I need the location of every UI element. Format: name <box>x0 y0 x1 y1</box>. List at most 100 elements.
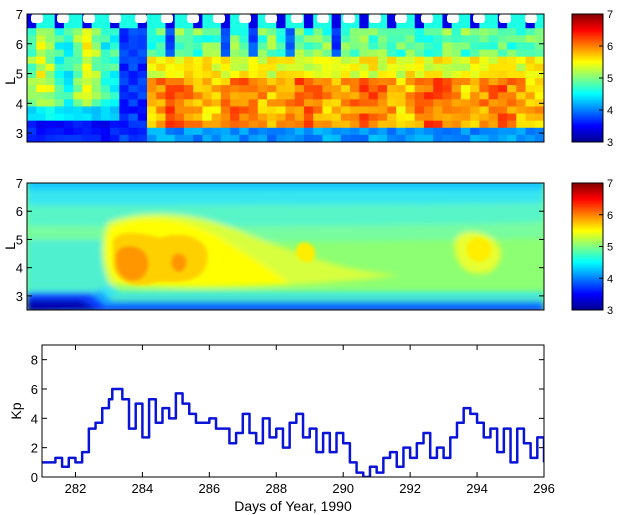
observed-heatmap-cell <box>460 56 471 65</box>
observed-heatmap-cell <box>359 120 370 129</box>
kp-x-tick-label: 294 <box>466 481 488 496</box>
observed-heatmap-cell <box>470 28 480 36</box>
observed-heatmap-cell <box>516 120 527 129</box>
observed-heatmap-cell <box>442 113 453 122</box>
observed-heatmap-cell <box>119 35 130 44</box>
observed-heatmap-cell <box>451 35 462 44</box>
observed-heatmap-cell <box>100 35 111 44</box>
observed-heatmap-cell <box>73 78 83 86</box>
observed-heatmap-cell <box>285 14 296 22</box>
observed-heatmap-cell <box>147 70 157 79</box>
model-colorbar-ticks: 3 4 5 6 7 <box>599 178 613 317</box>
observed-heatmap-cell <box>350 120 360 129</box>
observed-heatmap-cell <box>405 92 416 100</box>
observed-heatmap-cell <box>147 120 157 129</box>
observed-heatmap-cell <box>488 70 499 79</box>
observed-heatmap-cell <box>488 134 499 142</box>
observed-heatmap-cell <box>303 92 314 100</box>
observed-heatmap-cell <box>534 70 544 79</box>
observed-heatmap-cell <box>350 85 360 93</box>
observed-heatmap-cell <box>267 127 277 136</box>
model-band-upper2 <box>27 203 544 227</box>
observed-heatmap-cell <box>285 70 296 79</box>
observed-heatmap-cell <box>479 106 490 115</box>
observed-panel: 3 4 5 6 7 L 3 4 5 6 7 <box>2 7 613 149</box>
observed-heatmap-cell <box>377 78 388 86</box>
observed-heatmap-cell <box>488 28 499 36</box>
observed-heatmap-cell <box>27 28 37 36</box>
observed-heatmap-cell <box>220 63 231 72</box>
observed-heatmap-cell <box>433 99 444 108</box>
observed-heatmap-cell <box>497 49 508 58</box>
observed-heatmap-cell <box>73 134 83 142</box>
observed-heatmap-cell <box>82 35 93 44</box>
observed-heatmap-cell <box>27 120 37 129</box>
observed-heatmap-cell <box>183 120 194 129</box>
observed-heatmap-cell <box>100 21 111 29</box>
observed-heatmap-cell <box>359 21 370 29</box>
observed-heatmap-cell <box>147 14 157 22</box>
observed-heatmap-cell <box>239 70 250 79</box>
observed-heatmap-cell <box>313 42 324 51</box>
observed-heatmap-cell <box>303 42 314 51</box>
observed-heatmap-cell <box>248 14 259 22</box>
observed-heatmap-cell <box>460 35 471 44</box>
observed-heatmap-cell <box>331 49 342 58</box>
observed-colorbar-tick-label: 6 <box>607 41 613 53</box>
observed-heatmap-cell <box>405 120 416 129</box>
observed-heatmap-cell <box>137 113 148 122</box>
kp-x-tick-label: 290 <box>332 481 354 496</box>
observed-heatmap-cell <box>479 127 490 136</box>
observed-data-gap <box>109 14 121 23</box>
observed-heatmap-cell <box>220 14 231 22</box>
observed-heatmap-cell <box>497 113 508 122</box>
observed-heatmap-cell <box>137 134 148 142</box>
observed-heatmap-cell <box>147 56 157 65</box>
model-colorbar-tick-label: 5 <box>607 242 613 254</box>
observed-heatmap-cell <box>294 21 305 29</box>
observed-heatmap-cell <box>497 134 508 142</box>
observed-heatmap-cell <box>137 63 148 72</box>
observed-heatmap-cell <box>525 134 536 142</box>
observed-heatmap-cell <box>387 92 397 100</box>
observed-heatmap-cell <box>248 78 259 86</box>
observed-heatmap-cell <box>128 21 139 29</box>
observed-heatmap-cell <box>433 49 444 58</box>
observed-heatmap-cell <box>516 92 527 100</box>
observed-heatmap-cell <box>340 120 351 129</box>
observed-heatmap-cell <box>331 99 342 108</box>
observed-heatmap-cell <box>27 113 37 122</box>
observed-heatmap-cell <box>414 28 425 36</box>
observed-heatmap-cell <box>488 106 499 115</box>
observed-heatmap-cell <box>230 56 240 65</box>
observed-heatmap-cell <box>525 35 536 44</box>
observed-heatmap-cell <box>27 127 37 136</box>
observed-heatmap-cell <box>470 127 480 136</box>
observed-heatmap-cell <box>202 56 213 65</box>
observed-heatmap-cell <box>322 70 333 79</box>
observed-heatmap-cell <box>82 127 93 136</box>
observed-heatmap-cell <box>460 78 471 86</box>
observed-heatmap-cell <box>516 35 527 44</box>
observed-heatmap-cell <box>396 134 407 142</box>
observed-heatmap-cell <box>63 35 74 44</box>
observed-heatmap-cell <box>82 49 93 58</box>
observed-heatmap-cell <box>322 120 333 129</box>
observed-heatmap-cell <box>387 21 397 29</box>
observed-heatmap-cell <box>63 127 74 136</box>
observed-heatmap-cell <box>368 127 379 136</box>
observed-heatmap-cell <box>147 21 157 29</box>
observed-heatmap-cell <box>359 127 370 136</box>
observed-heatmap-cell <box>27 92 37 100</box>
observed-heatmap-cell <box>387 70 397 79</box>
observed-heatmap-cell <box>340 56 351 65</box>
observed-heatmap-cell <box>202 106 213 115</box>
observed-heatmap-cell <box>202 14 213 22</box>
observed-heatmap-cell <box>248 127 259 136</box>
observed-heatmap-cell <box>507 134 517 142</box>
observed-heatmap-cell <box>451 92 462 100</box>
observed-heatmap-cell <box>303 78 314 86</box>
observed-heatmap-cell <box>377 85 388 93</box>
observed-heatmap-cell <box>442 99 453 108</box>
observed-heatmap-cell <box>460 63 471 72</box>
